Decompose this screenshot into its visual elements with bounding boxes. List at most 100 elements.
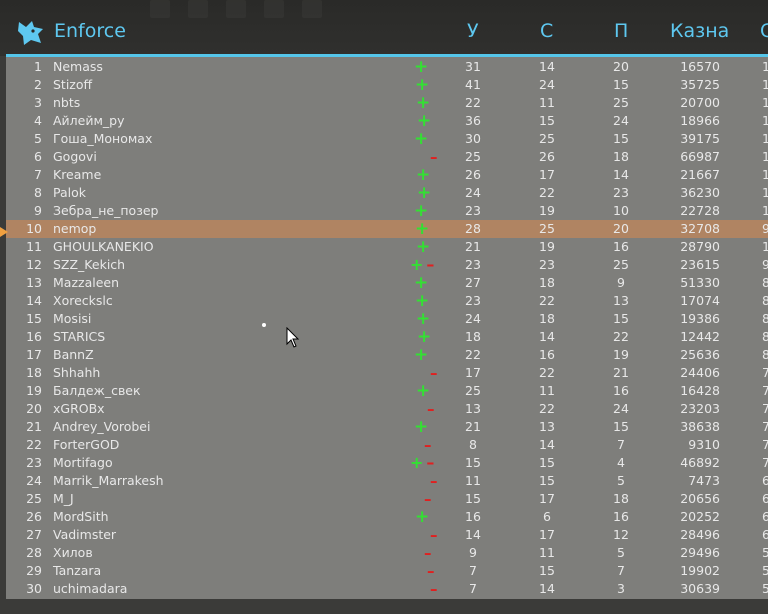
table-row[interactable]: 18 Shhahh 17 22 21 24406 7 – xyxy=(6,364,768,382)
table-row[interactable]: 12 SZZ_Kekich 23 23 25 23615 9 + – xyxy=(6,256,768,274)
stat-u: 21 xyxy=(465,239,481,254)
table-row[interactable]: 11 GHOULKANEKIO 21 19 16 28790 1 + xyxy=(6,238,768,256)
row-rank: 17 xyxy=(26,347,42,362)
table-row[interactable]: 2 Stizoff 41 24 15 35725 1 + xyxy=(6,76,768,94)
row-rank: 24 xyxy=(26,473,42,488)
row-rank: 30 xyxy=(26,581,42,596)
table-row[interactable]: 4 Айлейм_ру 36 15 24 18966 1 + xyxy=(6,112,768,130)
stat-p: 18 xyxy=(613,149,629,164)
table-row[interactable]: 6 Gogovi 25 26 18 66987 1 – xyxy=(6,148,768,166)
stat-extra: 7 xyxy=(762,419,768,434)
table-row[interactable]: 10 nemop 28 25 20 32708 9 + xyxy=(0,220,768,238)
player-name: uchimadara xyxy=(53,581,128,596)
row-rank: 14 xyxy=(26,293,42,308)
table-row[interactable]: 5 Гоша_Мономах 30 25 15 39175 1 + xyxy=(6,130,768,148)
table-row[interactable]: 17 BannZ 22 16 19 25636 8 + xyxy=(6,346,768,364)
stat-kazna: 23615 xyxy=(680,257,720,272)
stat-p: 20 xyxy=(613,221,629,236)
plus-mark-icon: + xyxy=(414,417,429,437)
stat-u: 25 xyxy=(465,383,481,398)
mouse-cursor-icon xyxy=(286,327,300,348)
stat-extra: 6 xyxy=(762,509,768,524)
stat-p: 5 xyxy=(617,473,625,488)
plus-mark-icon: + xyxy=(414,201,429,221)
table-row[interactable]: 27 Vadimster 14 17 12 28496 6 – xyxy=(6,526,768,544)
plus-mark-icon: + xyxy=(416,93,431,113)
table-row[interactable]: 30 uchimadara 7 14 3 30639 5 – xyxy=(6,580,768,598)
row-rank: 1 xyxy=(34,59,42,74)
stat-p: 19 xyxy=(613,347,629,362)
stat-s: 18 xyxy=(539,311,555,326)
stat-p: 23 xyxy=(613,185,629,200)
stat-extra: 5 xyxy=(762,581,768,596)
stat-s: 22 xyxy=(539,293,555,308)
col-header-kazna[interactable]: Казна xyxy=(670,20,730,42)
stat-extra: 5 xyxy=(762,563,768,578)
stat-s: 22 xyxy=(539,185,555,200)
stat-u: 16 xyxy=(465,509,481,524)
plus-minus-mark-icon: + – xyxy=(410,255,435,274)
stat-extra: 1 xyxy=(762,203,768,218)
row-rank: 12 xyxy=(26,257,42,272)
table-row[interactable]: 15 Mosisi 24 18 15 19386 8 + xyxy=(6,310,768,328)
stat-p: 25 xyxy=(613,257,629,272)
minus-mark-icon: – xyxy=(430,148,438,166)
table-row[interactable]: 24 Marrik_Marrakesh 11 15 5 7473 6 – xyxy=(6,472,768,490)
table-row[interactable]: 16 STARICS 18 14 22 12442 8 + xyxy=(6,328,768,346)
table-row[interactable]: 25 M_J 15 17 18 20656 6 – xyxy=(6,490,768,508)
stat-s: 19 xyxy=(539,203,555,218)
row-rank: 20 xyxy=(26,401,42,416)
table-row[interactable]: 23 Mortifago 15 15 4 46892 7 + – xyxy=(6,454,768,472)
table-row[interactable]: 8 Palok 24 22 23 36230 1 + xyxy=(6,184,768,202)
table-row[interactable]: 20 xGROBx 13 22 24 23203 7 – xyxy=(6,400,768,418)
col-header-s[interactable]: С xyxy=(540,20,554,42)
col-header-p[interactable]: П xyxy=(614,20,629,42)
table-row[interactable]: 1 Nemass 31 14 20 16570 1 + xyxy=(6,58,768,76)
stat-s: 15 xyxy=(539,563,555,578)
table-row[interactable]: 21 Andrey_Vorobei 21 13 15 38638 7 + xyxy=(6,418,768,436)
stat-s: 15 xyxy=(539,473,555,488)
table-row[interactable]: 7 Kreame 26 17 14 21667 1 + xyxy=(6,166,768,184)
row-rank: 2 xyxy=(34,77,42,92)
stat-u: 18 xyxy=(465,329,481,344)
table-row[interactable]: 14 Xoreckslc 23 22 13 17074 8 + xyxy=(6,292,768,310)
stat-s: 24 xyxy=(539,77,555,92)
row-rank: 9 xyxy=(34,203,42,218)
plus-mark-icon: + xyxy=(416,381,431,401)
table-row[interactable]: 19 Балдеж_свек 25 11 16 16428 7 + xyxy=(6,382,768,400)
stat-extra: 8 xyxy=(762,275,768,290)
row-rank: 23 xyxy=(26,455,42,470)
table-row[interactable]: 9 Зебра_не_позер 23 19 10 22728 1 + xyxy=(6,202,768,220)
stat-p: 9 xyxy=(617,275,625,290)
stat-s: 13 xyxy=(539,419,555,434)
row-rank: 18 xyxy=(26,365,42,380)
stat-u: 15 xyxy=(465,455,481,470)
stat-kazna: 32708 xyxy=(680,221,720,236)
stat-s: 17 xyxy=(539,167,555,182)
table-row[interactable]: 28 Хилов 9 11 5 29496 5 – xyxy=(6,544,768,562)
stat-kazna: 30639 xyxy=(680,581,720,596)
col-header-u[interactable]: У xyxy=(467,20,479,42)
stat-u: 9 xyxy=(469,545,477,560)
stat-kazna: 28496 xyxy=(680,527,720,542)
player-name: Kreame xyxy=(53,167,102,182)
stat-u: 22 xyxy=(465,347,481,362)
stat-p: 24 xyxy=(613,113,629,128)
minus-mark-icon: – xyxy=(424,544,432,562)
stat-s: 11 xyxy=(539,95,555,110)
table-row[interactable]: 26 MordSith 16 6 16 20252 6 + xyxy=(6,508,768,526)
stat-u: 23 xyxy=(465,293,481,308)
table-row[interactable]: 3 nbts 22 11 25 20700 1 + xyxy=(6,94,768,112)
stat-kazna: 20252 xyxy=(680,509,720,524)
stat-s: 15 xyxy=(539,455,555,470)
stat-extra: 1 xyxy=(762,131,768,146)
col-header-extra[interactable]: С xyxy=(760,20,768,42)
stat-extra: 8 xyxy=(762,311,768,326)
table-row[interactable]: 29 Tanzara 7 15 7 19902 5 – xyxy=(6,562,768,580)
table-row[interactable]: 22 ForterGOD 8 14 7 9310 7 – xyxy=(6,436,768,454)
stat-s: 23 xyxy=(539,257,555,272)
plus-mark-icon: + xyxy=(416,309,431,329)
minus-mark-icon: – xyxy=(427,562,435,580)
stat-u: 7 xyxy=(469,581,477,596)
table-row[interactable]: 13 Mazzaleen 27 18 9 51330 8 + xyxy=(6,274,768,292)
